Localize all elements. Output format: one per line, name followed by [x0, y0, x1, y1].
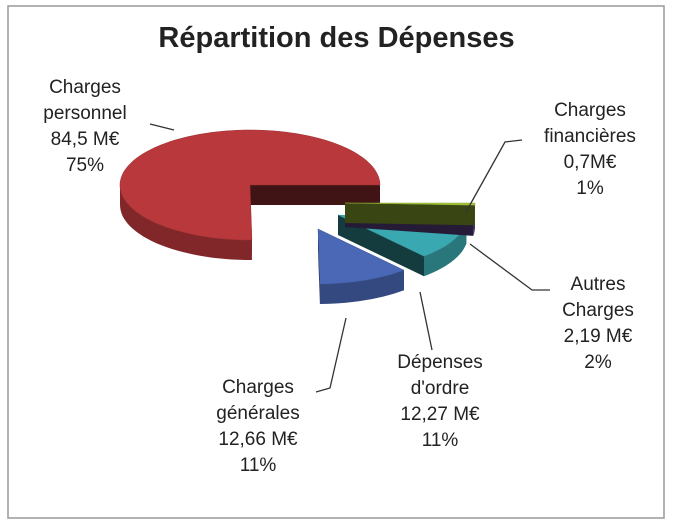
slice [317, 228, 405, 285]
slice [344, 202, 476, 206]
slice-name: Charges générales [216, 377, 300, 424]
slice-value: 12,27 M€ [400, 404, 480, 425]
slice-cut-face [345, 203, 475, 226]
data-label: Charges financières 0,7M€ 1% [530, 98, 650, 202]
slice-percent: 2% [584, 352, 612, 373]
leader-line [315, 317, 347, 393]
leader-lines [149, 123, 550, 393]
slice-value: 12,66 M€ [218, 429, 298, 450]
slice-percent: 75% [65, 155, 105, 176]
leader-line [419, 291, 433, 351]
pie [119, 129, 476, 304]
data-label: Charges personnel 84,5 M€ 75% [25, 75, 145, 179]
slice-name: Dépenses d'ordre [397, 352, 483, 399]
data-label: Dépenses d'ordre 12,27 M€ 11% [380, 350, 500, 454]
slice-name: Charges personnel [43, 77, 127, 124]
slice-side [120, 185, 252, 260]
data-label: Autres Charges 2,19 M€ 2% [538, 272, 658, 376]
slice-cut-face [250, 185, 380, 205]
data-label: Charges générales 12,66 M€ 11% [198, 375, 318, 479]
slice-percent: 11% [421, 430, 459, 451]
slice-side [424, 223, 467, 277]
slice-cut-face [338, 215, 424, 277]
slice-value: 2,19 M€ [563, 326, 633, 347]
slice-name: Charges financières [544, 100, 636, 147]
leader-line [465, 139, 523, 213]
slice-side [319, 270, 404, 304]
slice-percent: 1% [576, 178, 604, 199]
slice-percent: 11% [239, 455, 277, 476]
slice [119, 129, 381, 241]
leader-line [149, 123, 175, 131]
slice-value: 84,5 M€ [50, 129, 120, 150]
chart-title: Répartition des Dépenses [158, 22, 515, 54]
leader-line [469, 243, 550, 291]
slice-value: 0,7M€ [563, 152, 617, 173]
slice-name: Autres Charges [562, 274, 634, 321]
